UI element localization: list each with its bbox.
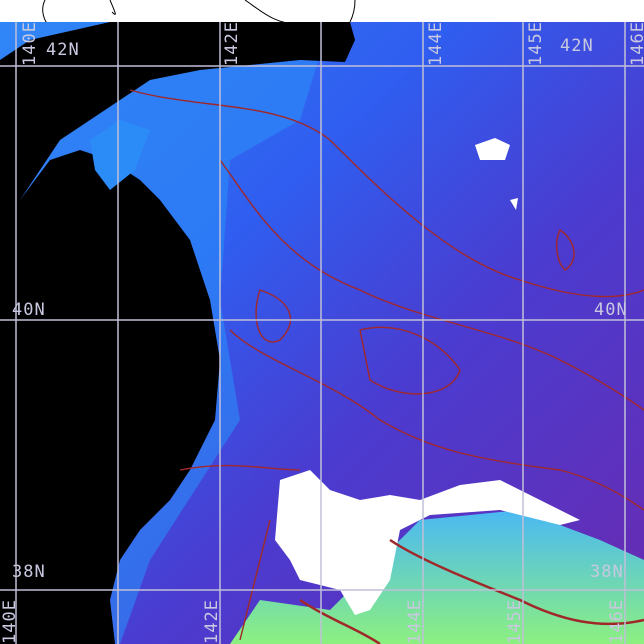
lat-label-40n-right: 40N bbox=[594, 300, 628, 320]
land-hokkaido bbox=[0, 22, 355, 260]
lat-label-42n-right: 42N bbox=[560, 36, 594, 56]
lon-label-bottom-146e: 146E bbox=[607, 599, 627, 644]
lon-label-bottom-140e: 140E bbox=[0, 599, 20, 644]
lon-label-top-144e: 144E bbox=[426, 21, 446, 66]
lon-label-top-146e: 146E bbox=[628, 21, 644, 66]
lat-label-42n-left: 42N bbox=[46, 40, 80, 60]
top-outline-area bbox=[0, 0, 644, 22]
lon-label-bottom-145e: 145E bbox=[505, 599, 525, 644]
lon-label-bottom-144e: 144E bbox=[405, 599, 425, 644]
lat-label-40n-left: 40N bbox=[12, 300, 46, 320]
sst-contours bbox=[129, 89, 644, 644]
lon-label-bottom-142e: 142E bbox=[202, 599, 222, 644]
lat-label-38n-left: 38N bbox=[12, 562, 46, 582]
land-honshu bbox=[0, 150, 220, 644]
lat-label-38n-right: 38N bbox=[590, 562, 624, 582]
lon-label-top-140e: 140E bbox=[20, 21, 40, 66]
lon-label-top-142e: 142E bbox=[222, 21, 242, 66]
peninsula bbox=[90, 120, 150, 190]
graticule bbox=[0, 22, 644, 644]
cloud-ne bbox=[475, 138, 518, 210]
cloud-south bbox=[275, 470, 580, 615]
coastline-outline bbox=[42, 0, 356, 27]
lon-label-top-145e: 145E bbox=[526, 21, 546, 66]
